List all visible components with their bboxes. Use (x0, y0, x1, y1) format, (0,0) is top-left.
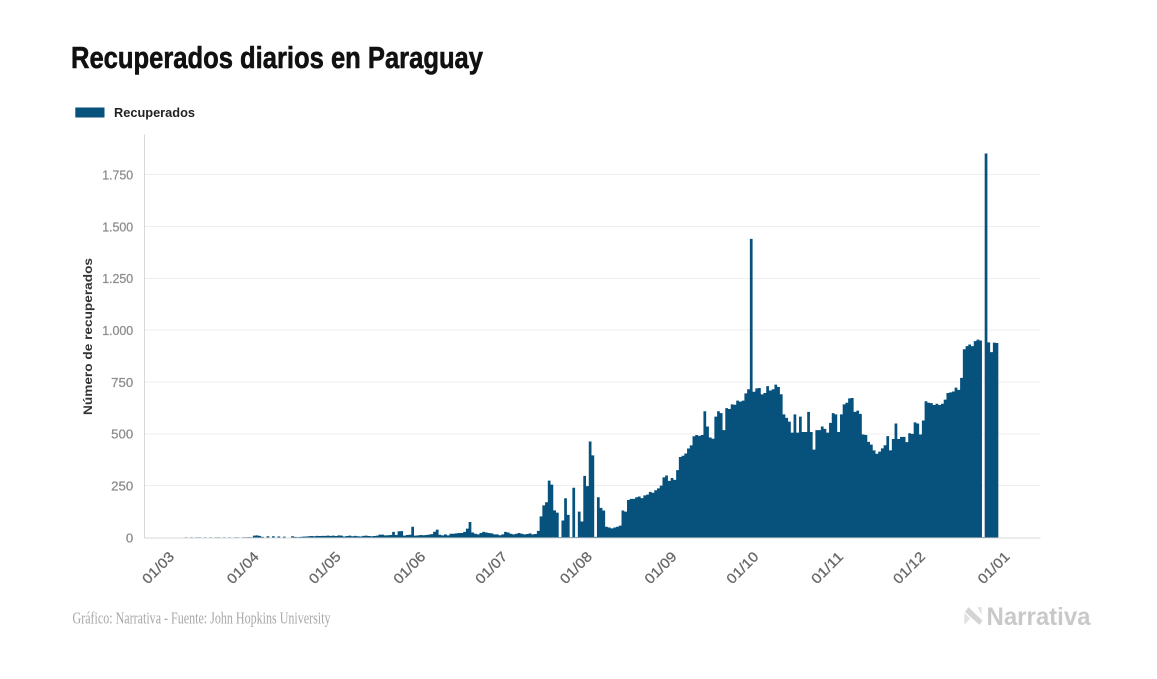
svg-text:250: 250 (111, 479, 133, 494)
svg-text:1.250: 1.250 (102, 271, 133, 286)
svg-text:Recuperados diarios en Paragua: Recuperados diarios en Paraguay (71, 40, 484, 75)
svg-text:500: 500 (111, 427, 133, 442)
svg-text:Narrativa: Narrativa (987, 603, 1092, 631)
svg-text:1.000: 1.000 (102, 323, 133, 338)
svg-text:Número de recuperados: Número de recuperados (83, 258, 95, 415)
svg-text:0: 0 (126, 530, 133, 545)
svg-text:750: 750 (111, 375, 133, 390)
svg-text:Gráfico: Narrativa - Fuente: J: Gráfico: Narrativa - Fuente: John Hopkin… (73, 609, 331, 628)
svg-text:Recuperados: Recuperados (114, 105, 195, 120)
svg-text:1.750: 1.750 (102, 167, 133, 182)
svg-text:1.500: 1.500 (102, 219, 133, 234)
